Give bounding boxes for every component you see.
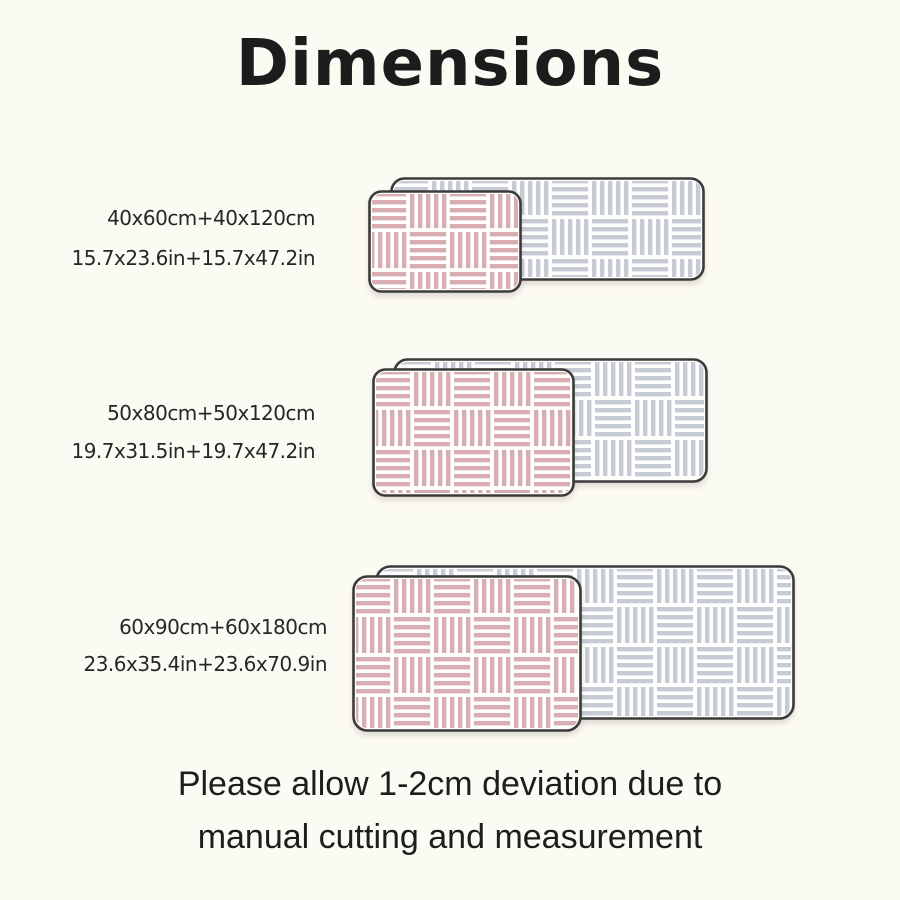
page-title: Dimensions (235, 27, 665, 101)
size-inch-label-row3: 23.6x35.4in+23.6x70.9in (83, 652, 327, 676)
mat-row2-small-pink (372, 368, 575, 497)
mat-row3-small-pink (352, 575, 582, 732)
deviation-note: Please allow 1-2cm deviation due to manu… (0, 758, 900, 864)
size-inch-label-row2: 19.7x31.5in+19.7x47.2in (71, 439, 315, 463)
deviation-note-line1: Please allow 1-2cm deviation due to (177, 765, 723, 803)
size-cm-label-row2: 50x80cm+50x120cm (107, 401, 315, 425)
mat-row1-small-pink (368, 190, 522, 293)
size-cm-label-row3: 60x90cm+60x180cm (119, 615, 327, 639)
size-inch-label-row1: 15.7x23.6in+15.7x47.2in (71, 246, 315, 270)
deviation-note-line2: manual cutting and measurement (197, 818, 703, 856)
size-cm-label-row1: 40x60cm+40x120cm (107, 206, 315, 230)
